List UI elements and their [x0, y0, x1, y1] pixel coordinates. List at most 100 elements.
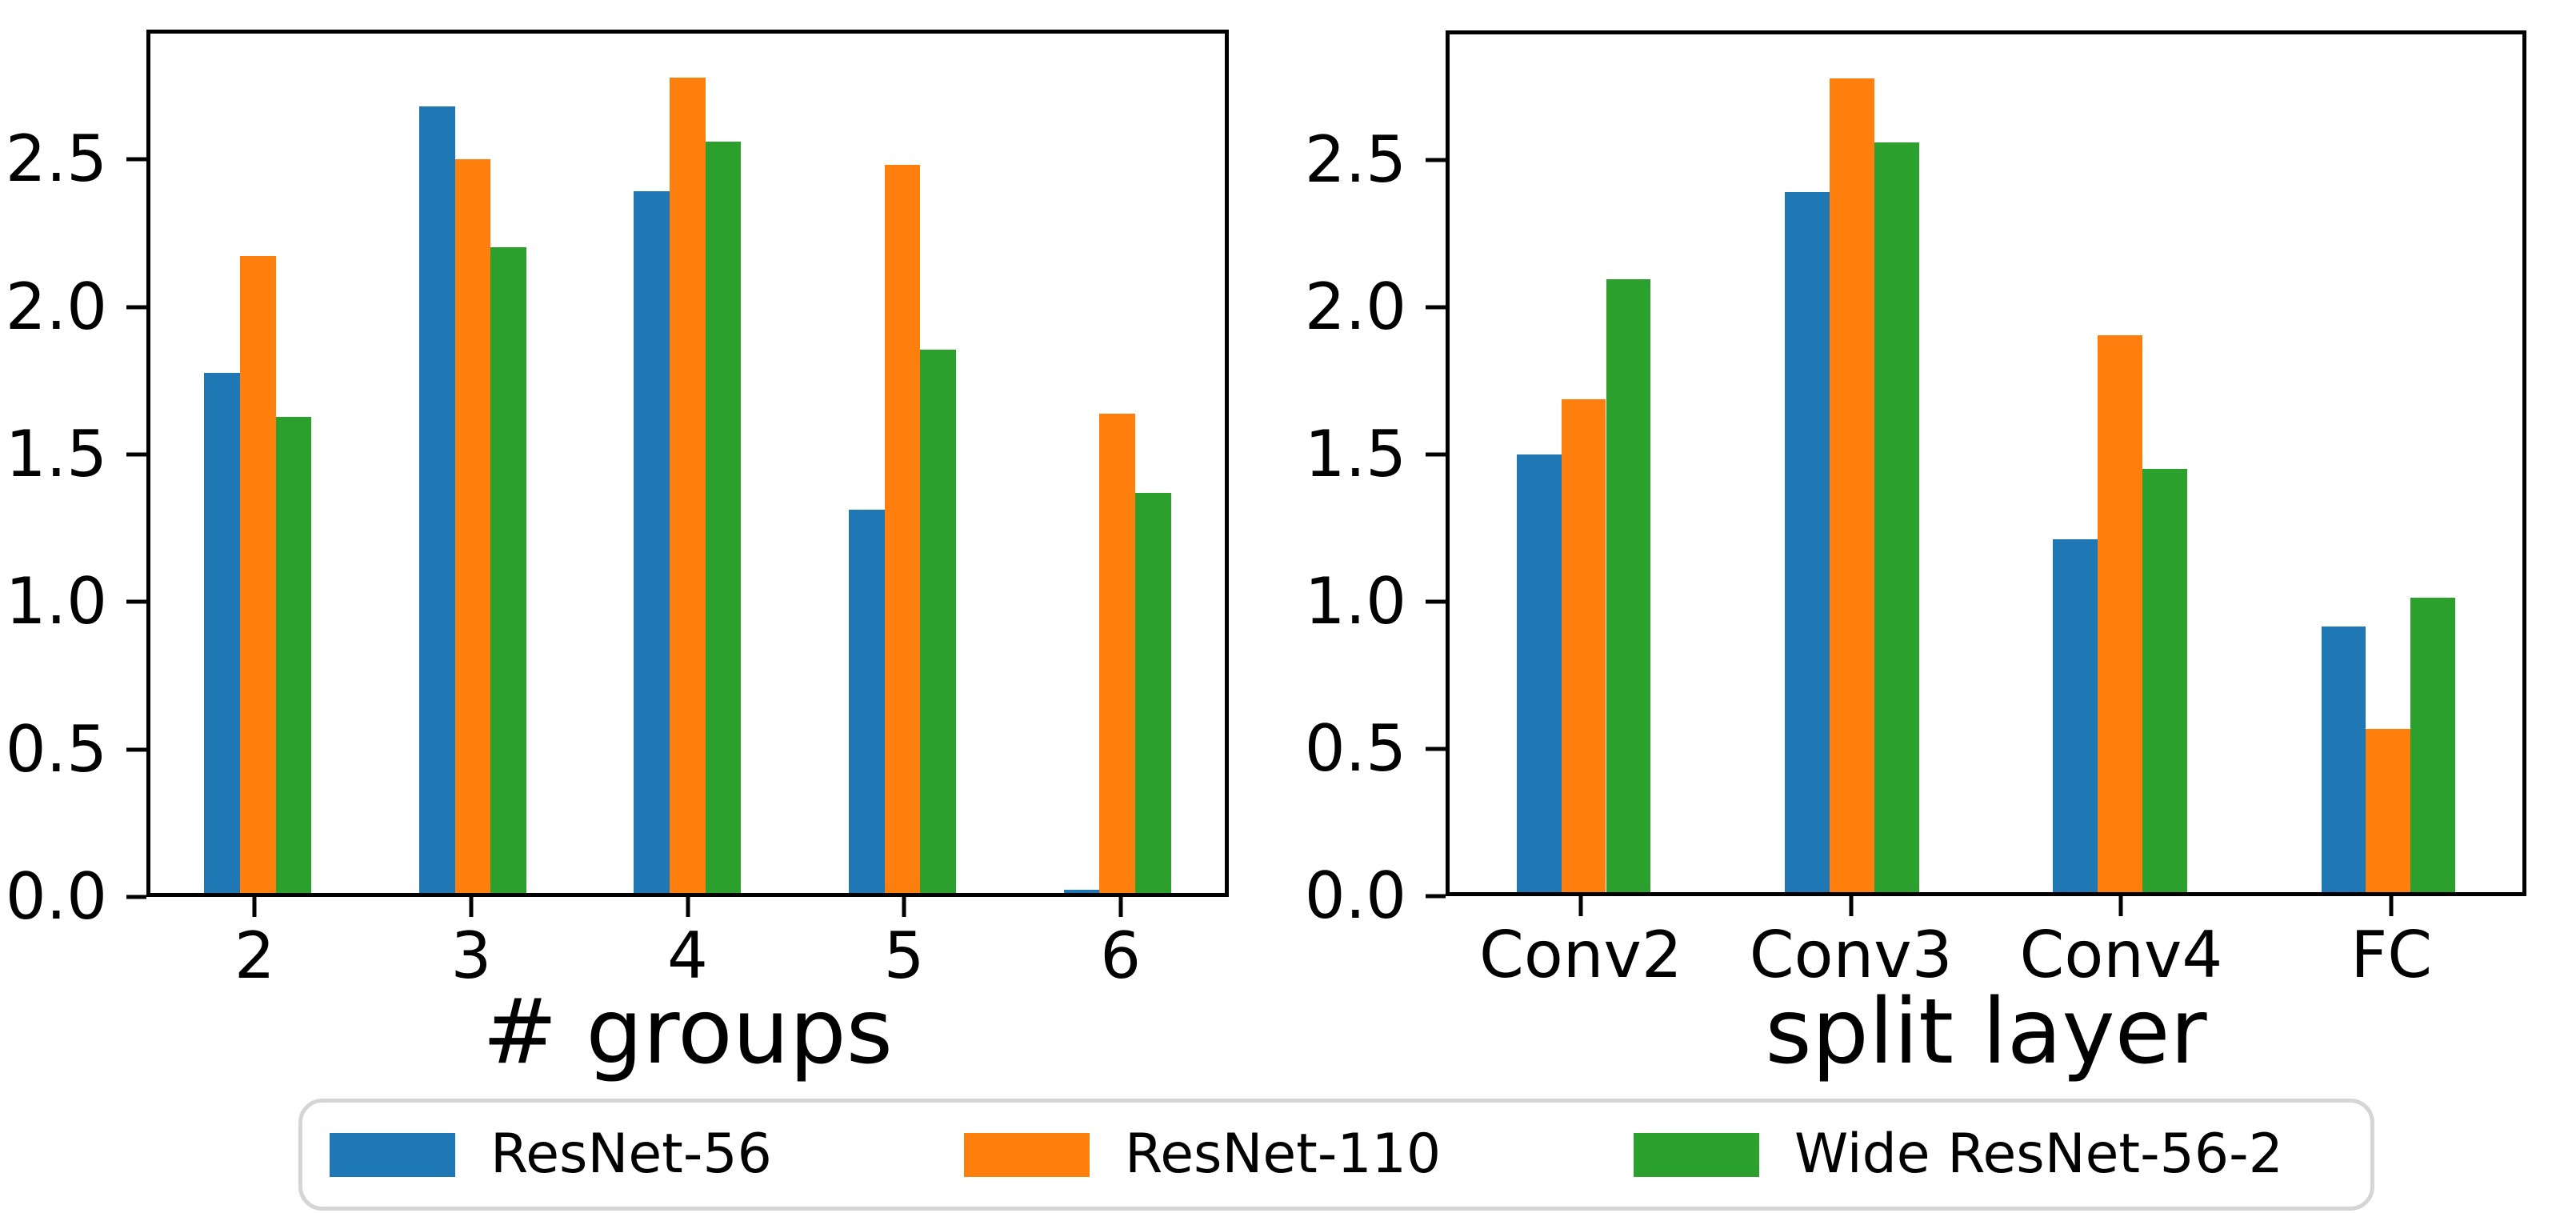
legend-swatch-wide-resnet-56-2: [1634, 1132, 1759, 1177]
bar-resnet-56-conv3: [1785, 191, 1830, 892]
bar-wide-resnet-56-2-fc: [2410, 597, 2455, 892]
legend-swatch-resnet-110: [964, 1132, 1090, 1177]
x-tick-label-5: 5: [883, 919, 925, 993]
y-tick-2-0: [1426, 305, 1446, 310]
bar-resnet-56-conv4: [2053, 538, 2098, 892]
x-tick-label-3: 3: [450, 919, 492, 993]
x-tick-label-conv4: Conv4: [2019, 918, 2223, 992]
bar-resnet-110-conv3: [1829, 78, 1874, 892]
plot-area-split-layer: [1446, 30, 2526, 896]
y-tick-2-5: [1426, 158, 1446, 162]
x-axis-title-groups: # groups: [482, 980, 894, 1084]
x-tick-3: [469, 897, 474, 917]
x-tick-label-fc: FC: [2350, 918, 2433, 992]
y-tick-label-1-5: 1.5: [1304, 416, 1406, 491]
bar-wide-resnet-56-2-4: [705, 142, 742, 893]
y-tick-1-5: [1426, 452, 1446, 457]
bar-wide-resnet-56-2-conv2: [1606, 279, 1651, 892]
y-tick-label-2-5: 2.5: [1304, 122, 1406, 197]
y-tick-0-0: [1426, 894, 1446, 899]
bar-resnet-110-2: [239, 255, 276, 893]
y-axis-ticks: [1426, 30, 1446, 899]
bar-resnet-110-4: [670, 77, 706, 893]
bar-wide-resnet-56-2-3: [490, 246, 526, 893]
bar-resnet-56-6: [1063, 890, 1100, 893]
bar-group-5: [795, 34, 1010, 893]
bar-wide-resnet-56-2-2: [275, 416, 312, 893]
x-tick-conv2: [1578, 896, 1583, 916]
plot-area-groups: [146, 30, 1229, 897]
y-tick-label-1-5: 1.5: [5, 416, 107, 491]
y-tick-0-0: [126, 895, 146, 899]
x-tick-label-conv2: Conv2: [1479, 918, 1682, 992]
bar-resnet-110-6: [1099, 413, 1135, 893]
y-tick-label-2-0: 2.0: [1304, 269, 1406, 344]
y-tick-label-2-0: 2.0: [5, 269, 107, 344]
bar-group-4: [580, 34, 795, 893]
bar-group-6: [1010, 34, 1225, 893]
bar-resnet-56-fc: [2321, 627, 2366, 892]
y-axis-labels: 0.0 0.5 1.0 1.5 2.0 2.5: [0, 30, 117, 929]
legend-label-resnet-110: ResNet-110: [1125, 1123, 1442, 1186]
y-tick-label-1-0: 1.0: [1304, 563, 1406, 639]
chart-split-layer: 0.0 0.5 1.0 1.5 2.0 2.5 Conv2 Conv3 Conv4 FC spl…: [1288, 0, 2576, 1088]
x-tick-label-4: 4: [667, 919, 708, 993]
bar-group-3: [366, 34, 581, 893]
bar-resnet-110-conv4: [2098, 334, 2142, 892]
x-tick-4: [686, 897, 690, 917]
x-tick-2: [252, 897, 257, 917]
bar-resnet-56-2: [204, 372, 240, 893]
x-tick-6: [1118, 897, 1123, 917]
y-tick-label-0-5: 0.5: [1304, 711, 1406, 786]
bar-resnet-56-3: [418, 106, 455, 893]
legend-label-resnet-56: ResNet-56: [490, 1123, 772, 1186]
bar-group-fc: [2254, 34, 2522, 892]
x-tick-fc: [2389, 896, 2394, 916]
x-tick-conv3: [1849, 896, 1854, 916]
y-tick-label-1-0: 1.0: [5, 564, 107, 639]
y-tick-label-0-0: 0.0: [5, 859, 107, 934]
x-tick-5: [902, 897, 906, 917]
bar-resnet-110-fc: [2366, 728, 2411, 892]
bar-group-conv4: [1986, 34, 2254, 892]
legend-item-resnet-110: ResNet-110: [964, 1103, 1441, 1207]
bar-group-conv2: [1450, 34, 1718, 892]
y-tick-2-0: [126, 305, 146, 310]
bar-group-conv3: [1718, 34, 1986, 892]
legend-item-wide-resnet-56-2: Wide ResNet-56-2: [1634, 1103, 2283, 1207]
bar-resnet-110-5: [884, 165, 921, 893]
legend-swatch-resnet-56: [330, 1132, 455, 1177]
y-tick-2-5: [126, 157, 146, 162]
x-tick-label-6: 6: [1100, 919, 1142, 993]
y-axis-ticks: [126, 30, 146, 899]
bar-wide-resnet-56-2-conv4: [2142, 469, 2187, 892]
bar-resnet-56-4: [634, 191, 670, 893]
bar-resnet-110-3: [454, 159, 491, 893]
y-tick-0-5: [1426, 747, 1446, 751]
bar-resnet-56-5: [849, 510, 885, 893]
bar-wide-resnet-56-2-conv3: [1874, 142, 1919, 892]
x-tick-conv4: [2118, 896, 2123, 916]
x-axis-split-layer: Conv2 Conv3 Conv4 FC: [1446, 896, 2526, 988]
y-axis-labels: 0.0 0.5 1.0 1.5 2.0 2.5: [1299, 30, 1416, 927]
y-tick-1-5: [126, 452, 146, 457]
y-tick-1-0: [1426, 599, 1446, 604]
bar-group-2: [150, 34, 366, 893]
x-axis-title-split-layer: split layer: [1765, 980, 2207, 1084]
x-tick-label-2: 2: [234, 919, 275, 993]
legend-label-wide-resnet-56-2: Wide ResNet-56-2: [1794, 1123, 2283, 1186]
x-tick-label-conv3: Conv3: [1749, 918, 1953, 992]
bar-resnet-56-conv2: [1516, 454, 1562, 892]
legend-item-resnet-56: ResNet-56: [330, 1103, 772, 1207]
y-tick-0-5: [126, 747, 146, 752]
bar-resnet-110-conv2: [1561, 398, 1606, 892]
legend: ResNet-56 ResNet-110 Wide ResNet-56-2: [298, 1099, 2374, 1211]
y-tick-label-0-5: 0.5: [5, 711, 107, 787]
y-tick-label-0-0: 0.0: [1304, 859, 1406, 933]
bar-wide-resnet-56-2-5: [920, 349, 957, 893]
bar-wide-resnet-56-2-6: [1135, 492, 1171, 893]
y-tick-1-0: [126, 599, 146, 604]
